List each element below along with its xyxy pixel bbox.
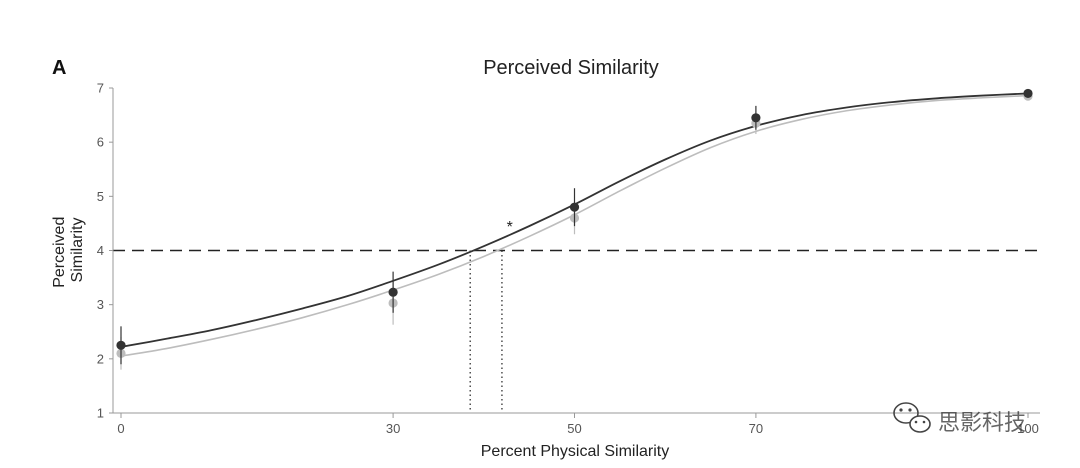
y-tick-label: 2	[97, 351, 104, 366]
y-tick-label: 6	[97, 135, 104, 150]
significance-annotation: *	[507, 219, 513, 236]
x-tick-label: 30	[386, 421, 400, 436]
chart-title: Perceived Similarity	[483, 57, 659, 79]
reference-lines	[113, 249, 1040, 413]
x-tick-label: 100	[1017, 421, 1039, 436]
watermark-text: 思影科技	[938, 411, 1026, 436]
data-points	[116, 88, 1033, 370]
series-0-point	[116, 340, 126, 350]
y-axis-label-line-1: Perceived	[51, 217, 68, 288]
wechat-icon	[893, 402, 931, 433]
watermark: 思影科技	[893, 402, 1026, 436]
x-tick-label: 50	[567, 421, 581, 436]
series-0-point	[388, 287, 398, 297]
y-tick-label: 3	[97, 297, 104, 312]
x-tick-label: 0	[117, 421, 124, 436]
series-0-point	[751, 113, 761, 123]
y-tick-label: 4	[97, 243, 104, 258]
y-tick-label: 1	[97, 406, 104, 421]
y-tick-label: 7	[97, 81, 104, 96]
series-0-point	[1023, 88, 1033, 99]
panel-label: A	[52, 57, 66, 79]
x-axis-label: Percent Physical Similarity	[481, 443, 670, 460]
y-axis-label-line-2: Similarity	[69, 218, 86, 283]
y-tick-label: 5	[97, 189, 104, 204]
y-axis-label: Perceived Similarity	[51, 212, 86, 288]
x-tick-label: 70	[749, 421, 763, 436]
series-0-point	[569, 202, 580, 212]
